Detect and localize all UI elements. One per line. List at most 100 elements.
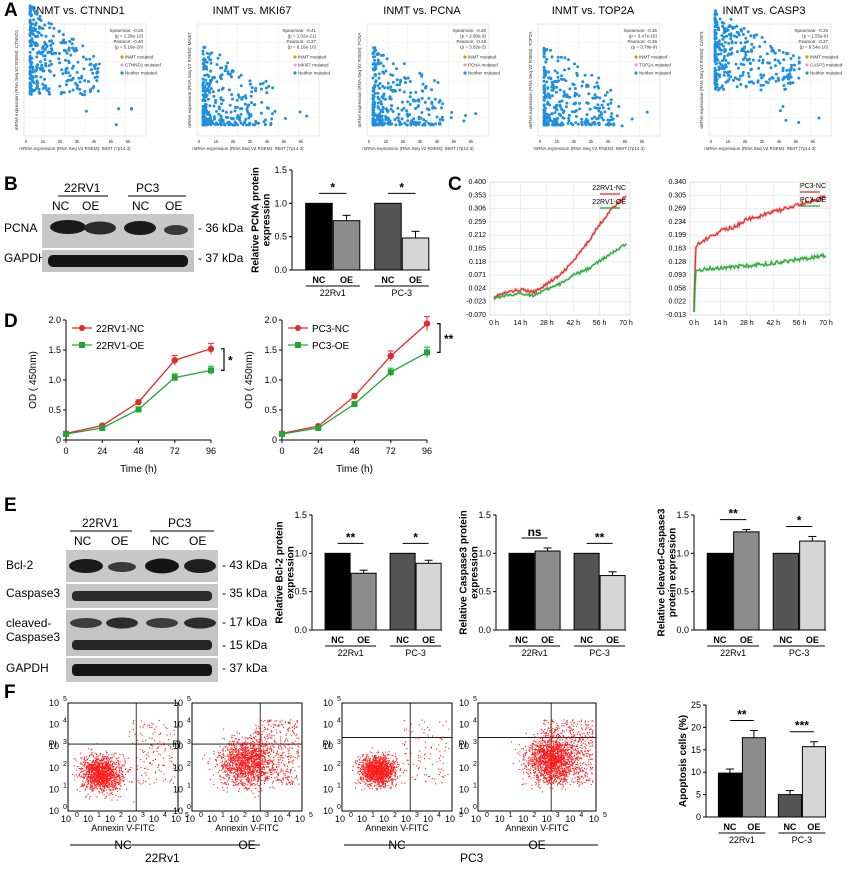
flow-event xyxy=(238,790,240,792)
flow-event xyxy=(107,772,109,774)
flow-event xyxy=(96,771,98,773)
flow-event xyxy=(91,772,93,774)
scatter-point xyxy=(557,79,561,83)
blot-e-row-bcl2: Bcl-2 xyxy=(6,558,34,572)
scatter-point xyxy=(45,44,49,48)
flow-event xyxy=(223,782,225,784)
flow-event xyxy=(102,791,104,793)
scatter-point xyxy=(209,87,213,91)
flow-event xyxy=(80,752,82,754)
scatter-point xyxy=(29,25,33,28)
scatter-point xyxy=(371,52,375,56)
flow-event xyxy=(106,781,108,783)
scatter-stat: Pearson: -0.27 xyxy=(798,39,828,44)
blot-b-band xyxy=(84,221,116,235)
flow-event xyxy=(240,760,242,762)
flow-event xyxy=(111,774,113,776)
flow-event xyxy=(132,781,134,783)
blot-b-row-pcna: PCNA xyxy=(4,221,37,235)
flow-event xyxy=(116,799,118,801)
scatter-point xyxy=(389,123,393,126)
scatter-point xyxy=(233,105,237,109)
flow-event xyxy=(249,737,251,739)
flow-event xyxy=(118,760,120,762)
scatter-point xyxy=(420,73,424,77)
scatter-point xyxy=(65,66,69,70)
scatter-point xyxy=(739,82,743,86)
scatter-point xyxy=(605,90,609,94)
flow-event xyxy=(85,760,87,762)
flow-event xyxy=(157,766,159,768)
scatter-point xyxy=(724,80,728,84)
flow-event xyxy=(90,770,92,772)
scatter-point xyxy=(549,48,552,52)
flow-event xyxy=(97,772,99,774)
scatter-outlier xyxy=(284,117,288,121)
scatter-point xyxy=(64,49,68,53)
flow-event xyxy=(247,787,249,789)
flow-event xyxy=(244,750,246,752)
scatter-point xyxy=(371,97,375,101)
flow-event xyxy=(93,769,95,771)
flow-event xyxy=(228,755,230,757)
scatter-point xyxy=(35,65,39,69)
flow-event xyxy=(87,783,89,785)
flow-event xyxy=(98,786,100,788)
flow-event xyxy=(256,764,258,766)
flow-event xyxy=(237,773,239,775)
scatter-point xyxy=(733,76,737,80)
flow-y-tick-exp: 2 xyxy=(63,761,67,768)
flow-event xyxy=(90,767,92,769)
flow-event xyxy=(115,778,117,780)
scatter-stat: (p = 3.78e-9) xyxy=(631,45,657,50)
scatter-point xyxy=(96,89,100,93)
flow-event xyxy=(170,746,172,748)
scatter-point xyxy=(597,109,601,113)
bar-y-tick-label: 0.0 xyxy=(274,265,287,275)
flow-event xyxy=(294,740,296,742)
scatter-point xyxy=(210,119,214,123)
scatter-point xyxy=(404,81,407,84)
flow-event xyxy=(119,776,121,778)
scatter-point xyxy=(235,98,239,102)
flow-event xyxy=(100,788,102,790)
flow-event xyxy=(101,792,103,794)
scatter-point xyxy=(371,89,375,93)
bar-y-label: expression xyxy=(470,546,481,599)
flow-event xyxy=(106,752,108,754)
flow-event xyxy=(102,779,104,781)
flow-event xyxy=(102,781,104,783)
flow-event xyxy=(260,754,262,756)
flow-event xyxy=(115,781,117,783)
flow-event xyxy=(242,768,244,770)
panel-label-e: E xyxy=(4,495,17,516)
flow-event xyxy=(231,748,233,750)
flow-event xyxy=(256,763,258,765)
scatter-point xyxy=(435,115,439,119)
flow-event xyxy=(223,747,225,749)
flow-event xyxy=(139,726,141,728)
flow-event xyxy=(102,778,104,780)
flow-event xyxy=(84,762,86,764)
flow-event xyxy=(112,772,114,774)
scatter-outlier xyxy=(797,121,801,125)
flow-event xyxy=(120,785,122,787)
flow-event xyxy=(220,776,222,778)
flow-event xyxy=(86,766,88,768)
flow-event xyxy=(99,786,101,788)
flow-event xyxy=(83,784,85,786)
scatter-point xyxy=(598,106,601,110)
flow-event xyxy=(265,778,267,780)
flow-event xyxy=(262,763,264,765)
flow-event xyxy=(92,780,94,782)
flow-event xyxy=(104,775,106,777)
scatter-point xyxy=(393,118,397,121)
bar-y-label: Relative Bcl-2 protein xyxy=(275,521,286,623)
scatter-point xyxy=(239,121,243,125)
scatter-point xyxy=(380,123,384,127)
scatter-stat: Pearson: -0.18 xyxy=(456,39,486,44)
flow-event xyxy=(75,759,77,761)
flow-event xyxy=(113,763,115,765)
od-point xyxy=(135,399,142,406)
flow-event xyxy=(147,752,149,754)
